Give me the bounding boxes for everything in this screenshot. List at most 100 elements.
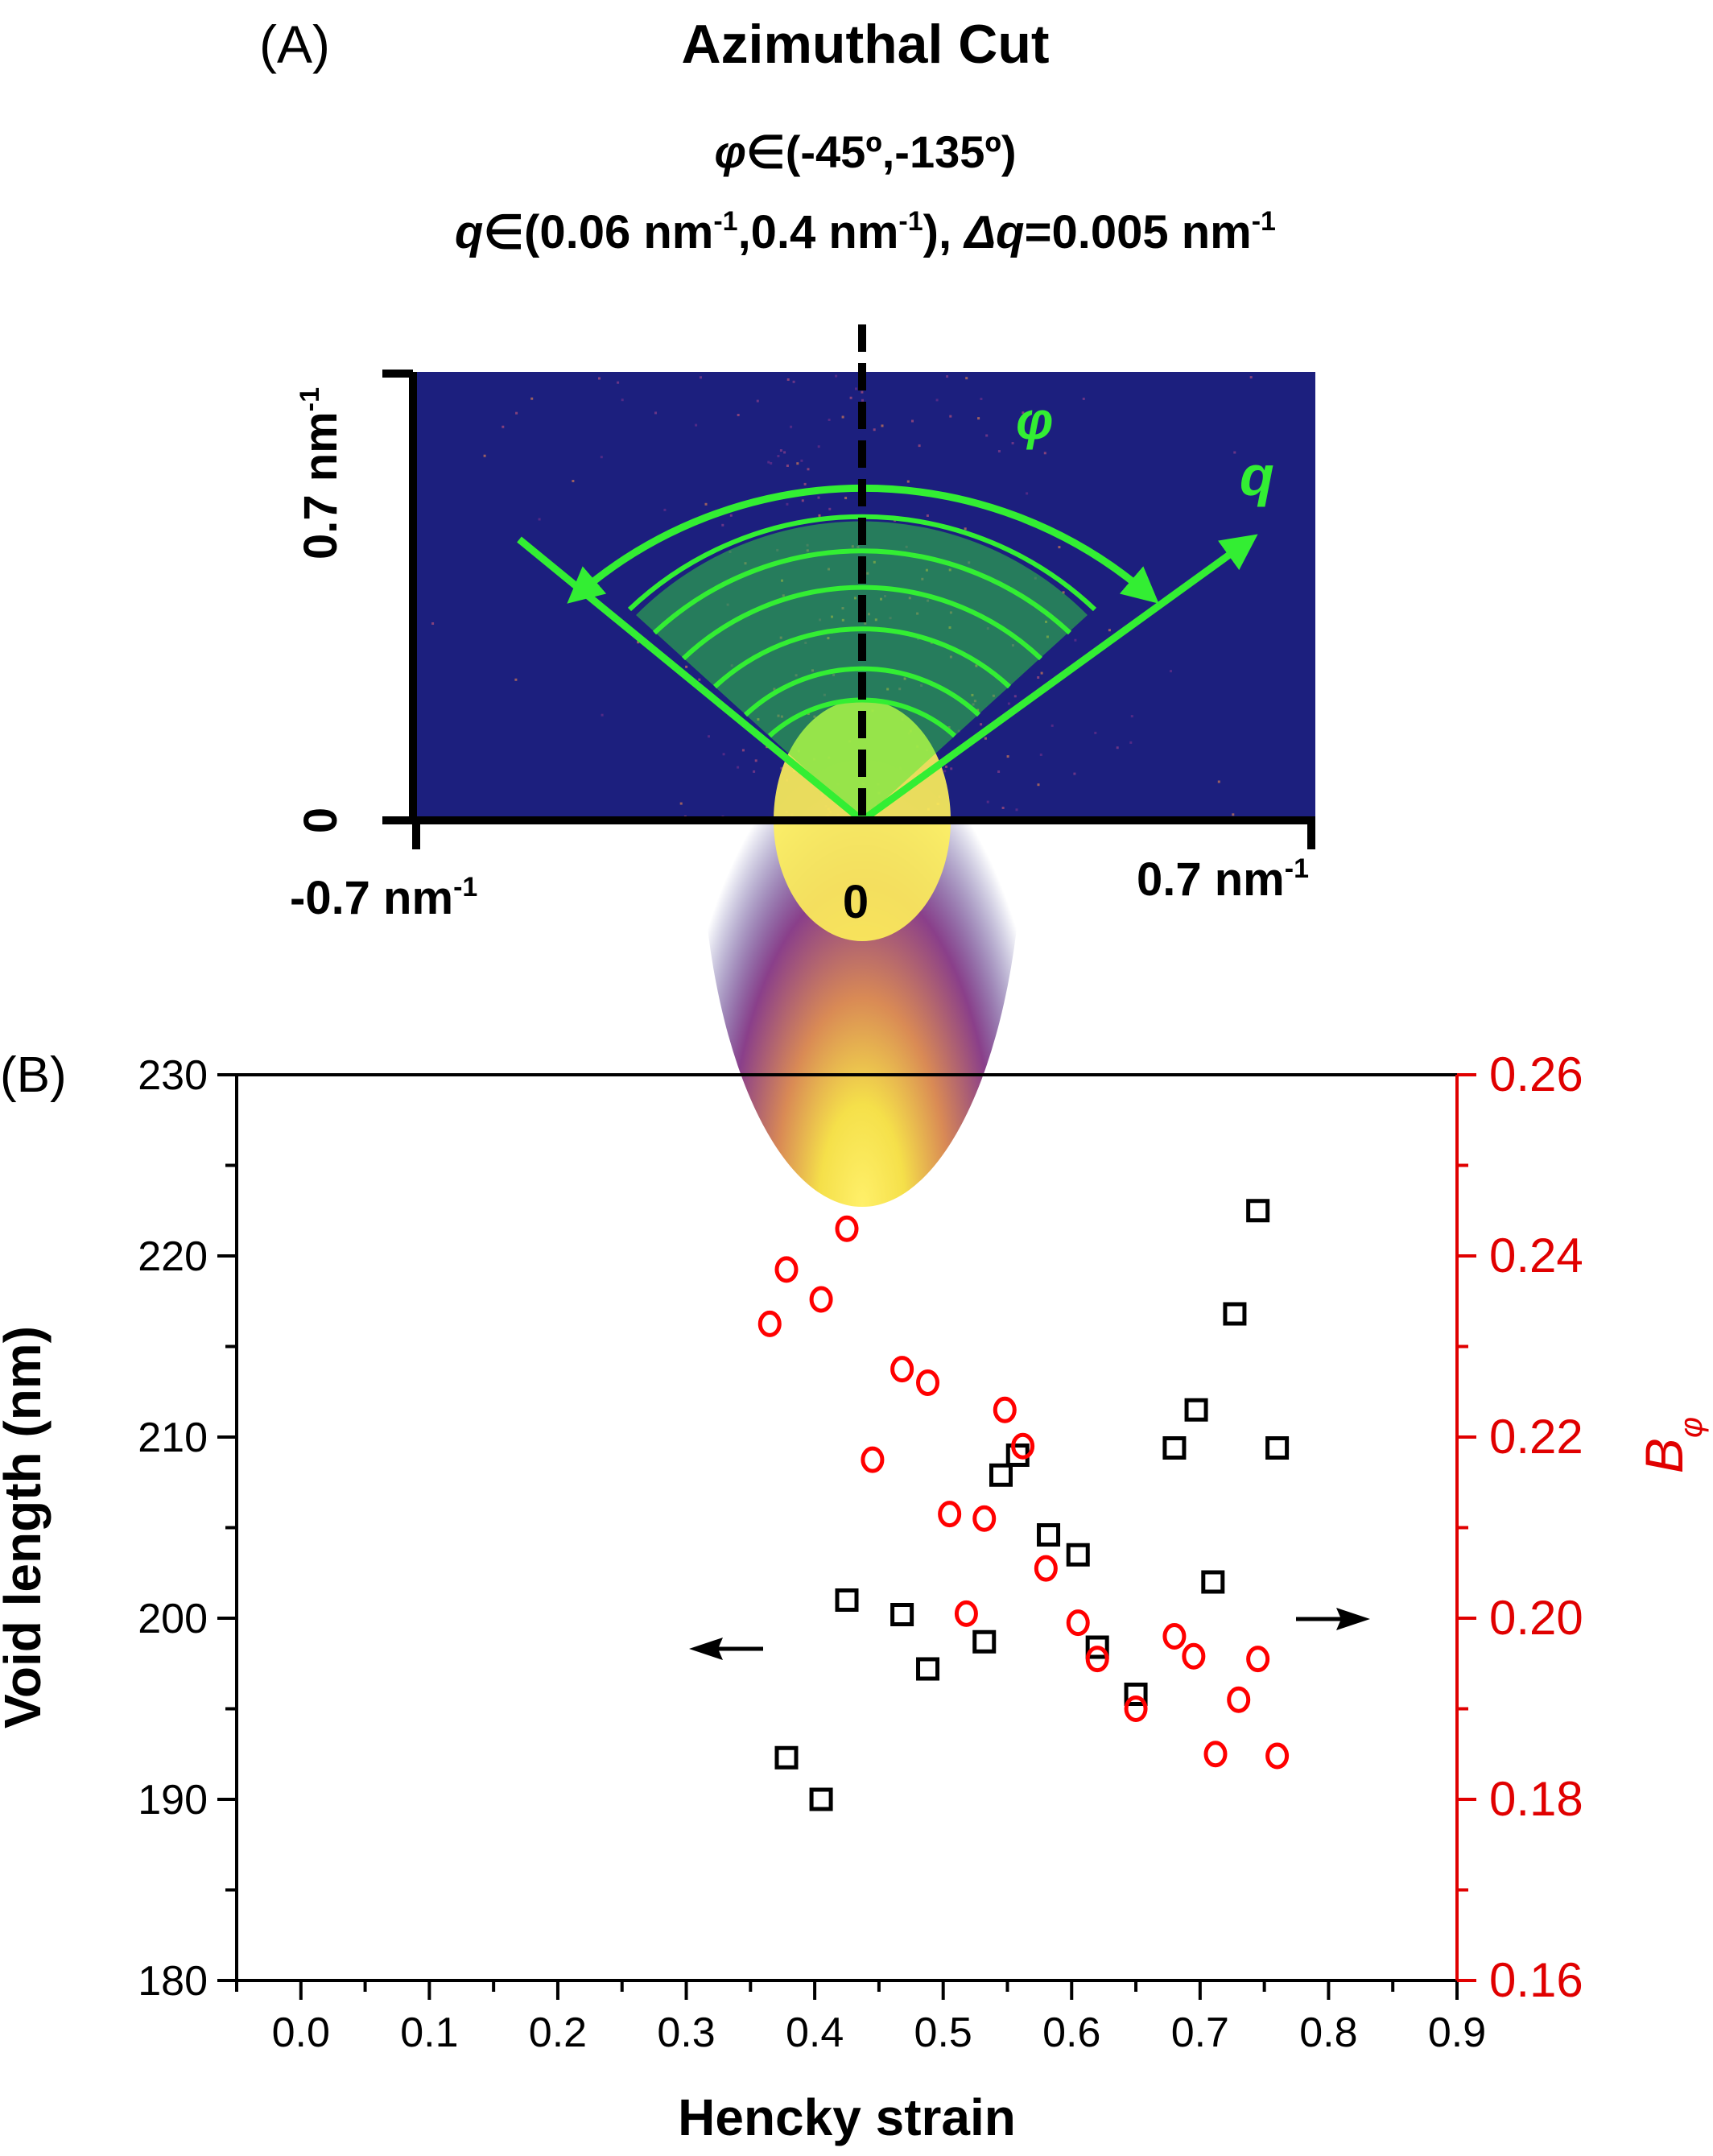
void-length-point [1246, 1199, 1270, 1223]
noise-speck [1116, 746, 1119, 750]
noise-speck [600, 456, 603, 459]
noise-speck [721, 523, 724, 527]
void-length-point [1184, 1398, 1208, 1422]
noise-speck [777, 455, 780, 457]
noise-speck [1045, 620, 1047, 623]
noise-speck [935, 399, 939, 402]
noise-speck [800, 459, 803, 462]
noise-speck [861, 390, 864, 394]
void-length-point [972, 1629, 997, 1654]
b-phi-point [916, 1369, 940, 1396]
noise-speck [654, 411, 657, 415]
noise-speck [598, 377, 601, 380]
noise-speck [770, 462, 773, 465]
noise-speck [1217, 780, 1220, 783]
noise-speck [572, 480, 575, 482]
noise-speck [792, 380, 795, 383]
noise-speck [841, 415, 844, 419]
noise-speck [729, 551, 732, 553]
x-tick-label: 0.4 [786, 2009, 844, 2056]
noise-speck [621, 399, 624, 402]
right-tick-label: 0.22 [1489, 1410, 1583, 1464]
noise-speck [704, 502, 708, 506]
noise-speck [1037, 676, 1040, 679]
x-tick-label: 0.8 [1299, 2009, 1357, 2056]
noise-speck [1011, 644, 1014, 647]
panel-b: (B) 0.0 0.1 0.2 0.3 0.4 0.5 0.6 0.7 0.8 0.9 180 19… [0, 1047, 1709, 2146]
noise-speck [483, 454, 486, 457]
noise-speck [1129, 741, 1133, 744]
noise-speck [873, 428, 876, 432]
noise-speck [737, 414, 740, 416]
noise-speck [756, 399, 759, 403]
void-length-point [1223, 1302, 1247, 1326]
phi-range-line: φ∈(-45º,-135º) [715, 126, 1017, 177]
left-tick-label: 200 [138, 1596, 208, 1642]
noise-speck [515, 411, 518, 415]
noise-speck [1026, 492, 1029, 495]
panel-a-x-left-label: -0.7 nm-1 [290, 872, 477, 924]
right-tick-label: 0.24 [1489, 1229, 1583, 1282]
right-tick-label: 0.18 [1489, 1772, 1583, 1826]
noise-speck [849, 396, 852, 399]
panel-a: (A) Azimuthal Cut φ∈(-45º,-135º) q∈(0.06… [259, 14, 1315, 1207]
q-range-line: q∈(0.06 nm-1,0.4 nm-1), Δq=0.005 nm-1 [455, 206, 1276, 258]
void-length-point [1162, 1436, 1187, 1460]
noise-speck [1130, 715, 1133, 718]
x-axis-ticks: 0.0 0.1 0.2 0.3 0.4 0.5 0.6 0.7 0.8 0.9 [235, 1980, 1486, 2056]
noise-speck [946, 375, 949, 378]
b-phi-point [1011, 1432, 1035, 1460]
void-length-point [1085, 1635, 1109, 1659]
right-tick-label: 0.20 [1489, 1591, 1583, 1645]
noise-speck [663, 508, 667, 511]
noise-speck [911, 419, 914, 423]
panel-a-y-top-label: 0.7 nm-1 [295, 387, 347, 560]
noise-speck [1094, 731, 1097, 734]
void-length-point [916, 1657, 940, 1681]
b-phi-point [1085, 1646, 1109, 1673]
noise-speck [698, 678, 701, 681]
b-phi-point [972, 1505, 997, 1532]
x-tick-label: 0.0 [272, 2009, 330, 2056]
noise-speck [1051, 724, 1054, 727]
noise-speck [965, 377, 968, 380]
plot-frame [235, 1073, 1459, 1982]
right-axis-label: Bφ [1634, 1417, 1709, 1473]
panel-a-label: (A) [259, 14, 330, 74]
noise-speck [1039, 754, 1042, 756]
void-length-point [774, 1745, 799, 1770]
b-phi-point [861, 1446, 885, 1473]
q-symbol: q [1240, 444, 1274, 507]
left-tick-label: 190 [138, 1777, 208, 1824]
noise-speck [786, 465, 789, 467]
b-phi-point [809, 1286, 833, 1313]
noise-speck [700, 376, 702, 379]
q-arc-6 [767, 697, 957, 738]
noise-speck [835, 374, 838, 378]
noise-speck [1013, 695, 1017, 698]
b-phi-point [835, 1215, 859, 1242]
panel-a-x-right-label: 0.7 nm-1 [1137, 853, 1309, 906]
phi-symbol: φ [1016, 390, 1053, 450]
left-tick-label: 220 [138, 1233, 208, 1280]
x-tick-label: 0.3 [657, 2009, 715, 2056]
b-phi-point [993, 1396, 1017, 1423]
q-arc-5 [743, 666, 981, 717]
noise-speck [538, 518, 541, 521]
noise-speck [530, 397, 534, 400]
panel-a-y-zero-label: 0 [295, 807, 347, 833]
noise-speck [1011, 442, 1014, 444]
panel-b-label: (B) [0, 1047, 67, 1103]
b-phi-point [1034, 1555, 1058, 1582]
noise-speck [679, 802, 683, 805]
noise-speck [918, 444, 921, 448]
noise-speck [861, 399, 864, 402]
b-phi-point [954, 1600, 978, 1627]
void-length-point [1265, 1436, 1290, 1460]
left-axis-arrow [689, 1638, 763, 1660]
noise-speck [617, 381, 620, 384]
noise-speck [601, 713, 604, 717]
x-tick-label: 0.9 [1428, 2009, 1486, 2056]
noise-speck [796, 462, 799, 465]
